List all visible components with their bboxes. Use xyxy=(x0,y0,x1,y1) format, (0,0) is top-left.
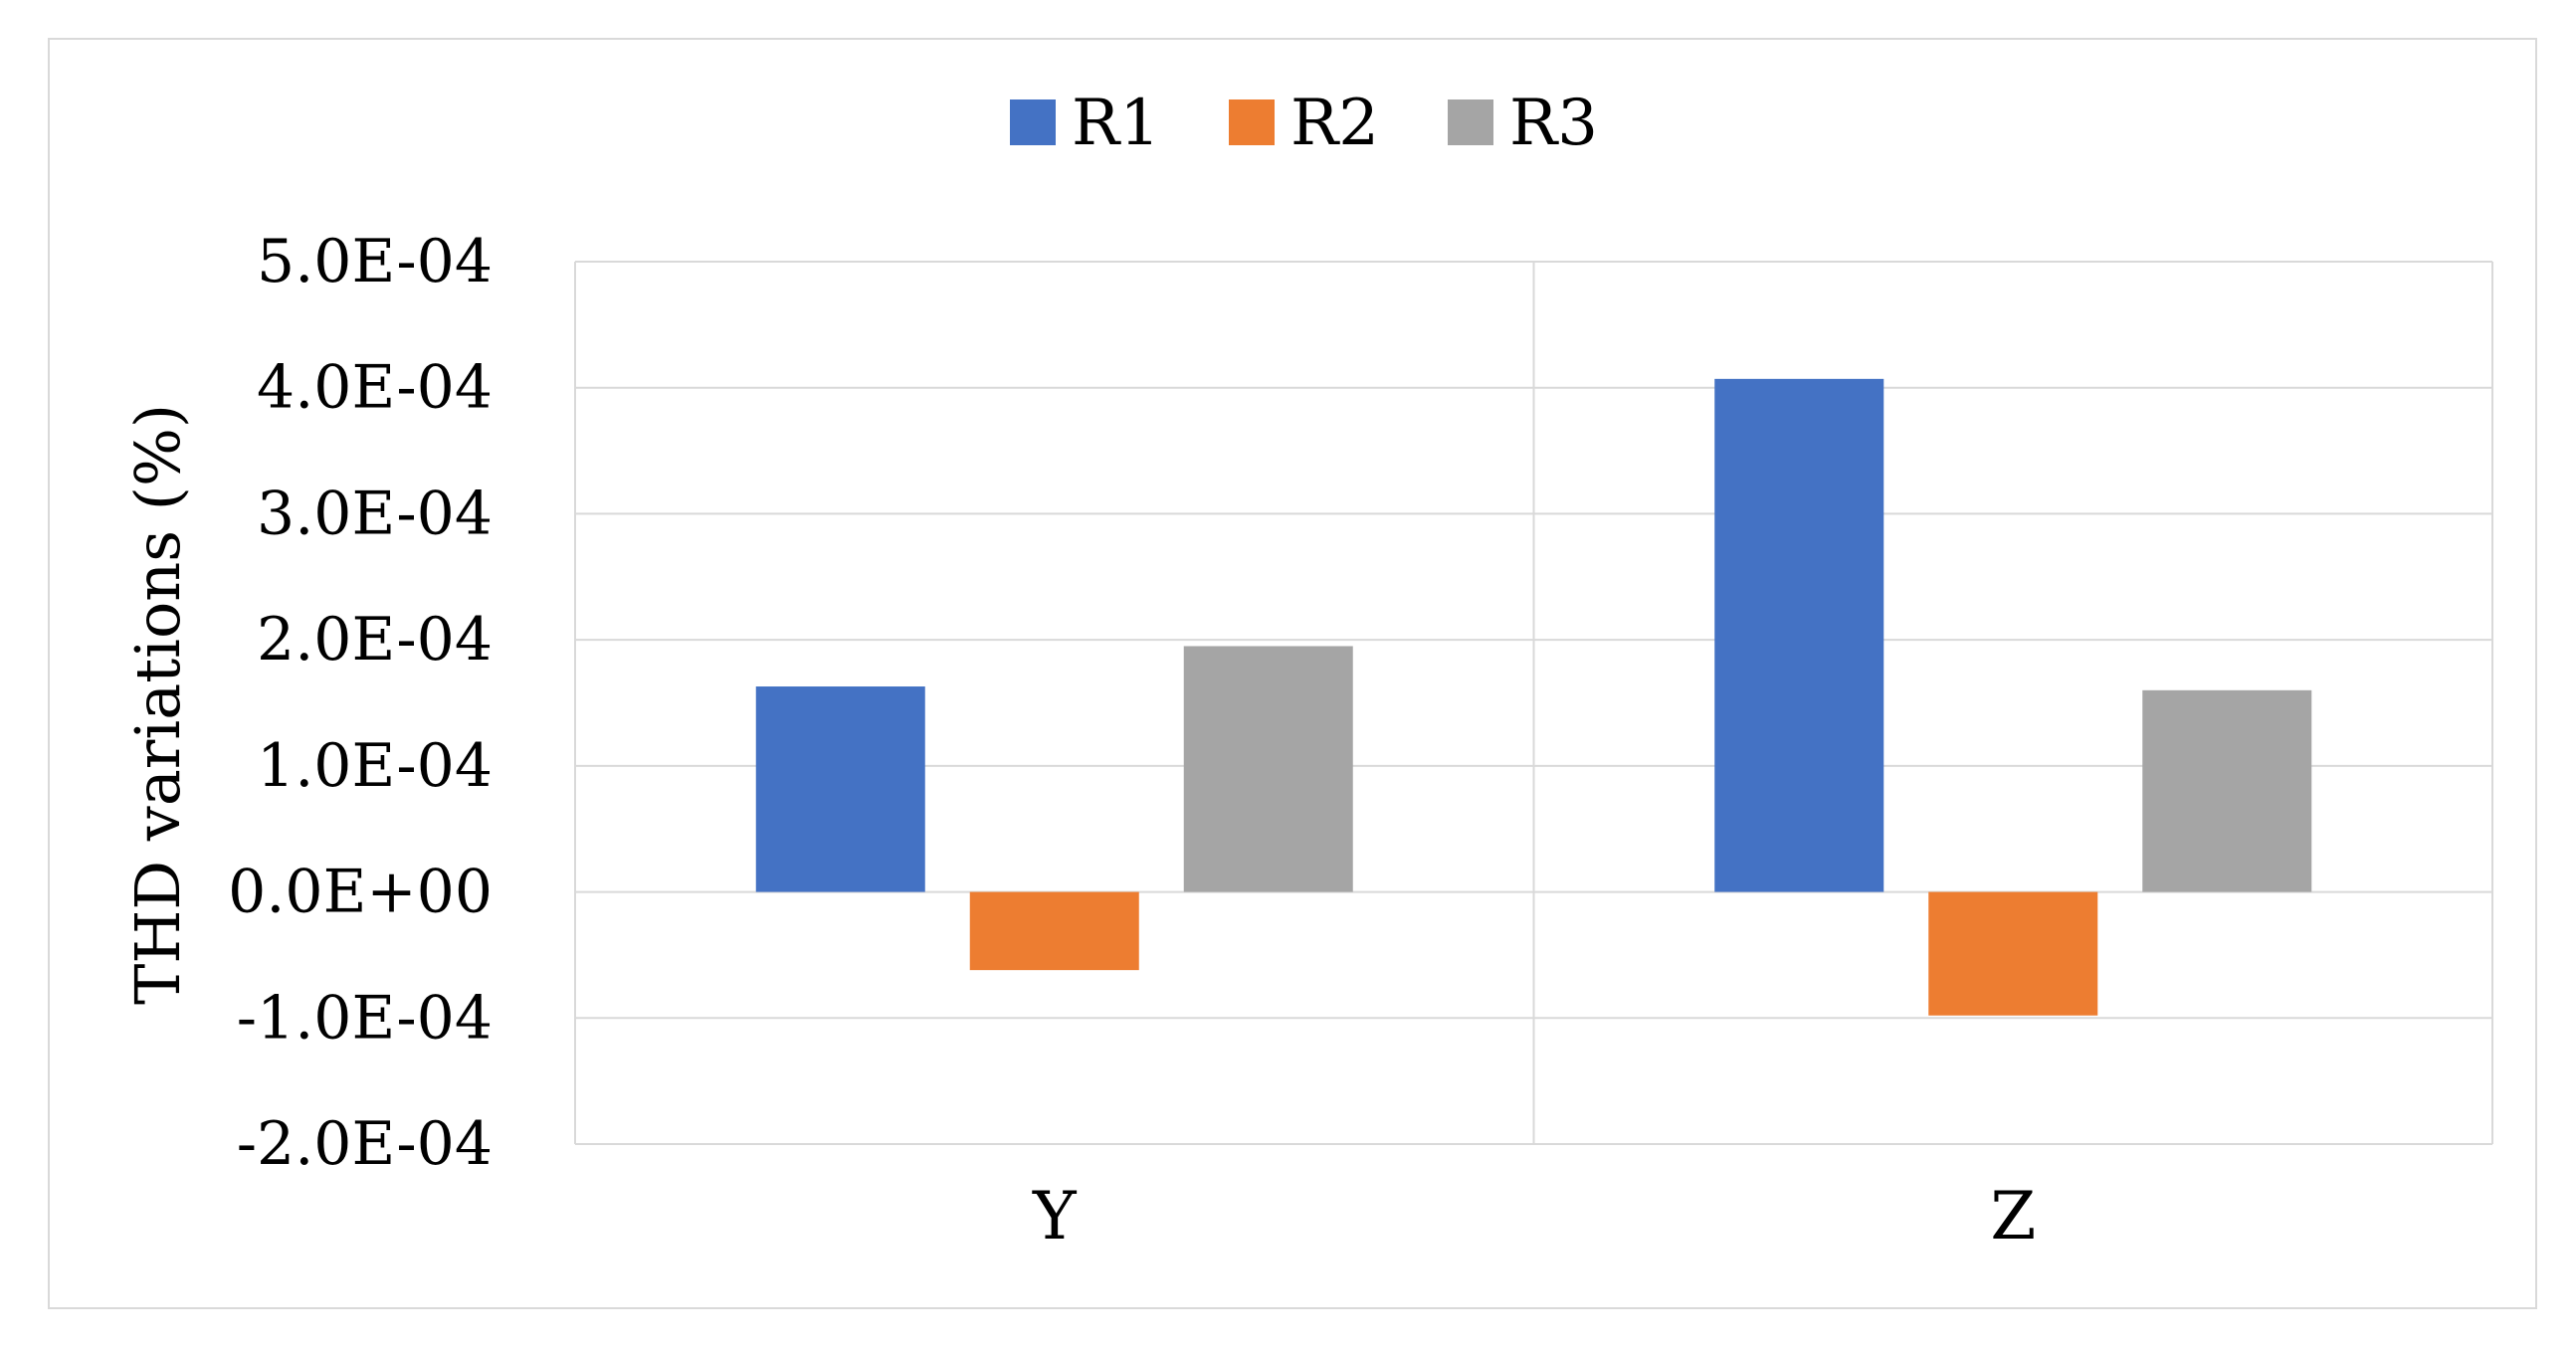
legend-label: R3 xyxy=(1509,87,1598,160)
bar-r3-z xyxy=(2142,689,2312,892)
bar-r1-y xyxy=(755,686,925,892)
y-tick-labels: -2.0E-04 -1.0E-04 0.0E+00 1.0E-04 2.0E-04 3.0… xyxy=(228,227,493,1179)
y-tick-label: 2.0E-04 xyxy=(257,605,493,675)
legend-item-r3: R3 xyxy=(1448,87,1598,160)
y-tick-label: 5.0E-04 xyxy=(257,227,493,296)
legend: R1 R2 R3 xyxy=(1010,87,1598,160)
legend-label: R1 xyxy=(1072,87,1160,160)
bar-r1-z xyxy=(1714,378,1884,892)
bar-r2-y xyxy=(969,891,1139,971)
y-tick-label: 0.0E+00 xyxy=(228,858,493,927)
legend-swatch xyxy=(1229,99,1275,145)
y-tick-label: 3.0E-04 xyxy=(257,479,493,548)
bar-r2-z xyxy=(1928,891,2098,1016)
legend-item-r1: R1 xyxy=(1010,87,1160,160)
y-tick-label: -1.0E-04 xyxy=(237,983,493,1053)
y-tick-label: -2.0E-04 xyxy=(237,1109,493,1179)
bar-r3-y xyxy=(1183,646,1353,892)
category-label: Z xyxy=(1990,1178,2036,1254)
legend-item-r2: R2 xyxy=(1229,87,1379,160)
gridlines xyxy=(574,261,2493,1145)
category-label: Y xyxy=(1032,1178,1078,1254)
bars xyxy=(755,378,2312,1016)
legend-swatch xyxy=(1010,99,1056,145)
y-axis-title: THD variations (%) xyxy=(121,404,194,1005)
y-tick-label: 4.0E-04 xyxy=(257,353,493,423)
y-tick-label: 1.0E-04 xyxy=(257,731,493,801)
legend-label: R2 xyxy=(1290,87,1379,160)
legend-swatch xyxy=(1448,99,1493,145)
